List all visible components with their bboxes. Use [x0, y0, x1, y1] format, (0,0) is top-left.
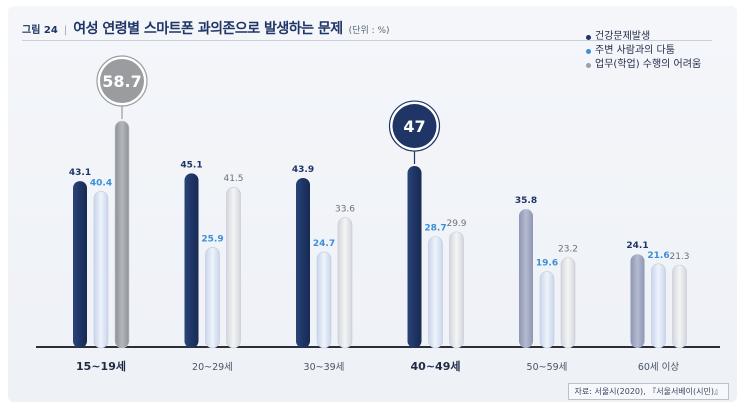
legend-item-series3: 업무(학업) 수행의 어려움 [586, 58, 701, 72]
category-label-0: 15~19세 [76, 359, 126, 373]
callout-label-0: 58.7 [102, 72, 141, 91]
data-label-3-3: 29.9 [446, 219, 466, 229]
bar-3-2 [337, 217, 353, 349]
bar-3-1 [226, 186, 241, 349]
data-label-3-2: 33.6 [335, 205, 355, 215]
data-label-2-4: 19.6 [536, 259, 558, 269]
bar-2-5 [651, 263, 666, 349]
callout-bubble-1 [392, 104, 437, 149]
data-label-3-4: 23.2 [558, 245, 578, 255]
data-label-2-2: 24.7 [313, 239, 335, 249]
data-label-1-4: 35.8 [515, 196, 537, 206]
data-label-1-0: 43.1 [69, 168, 91, 178]
data-label-2-0: 40.4 [90, 178, 112, 188]
data-label-2-3: 28.7 [424, 224, 446, 234]
bar-2-3 [428, 236, 443, 349]
bar-1-1 [184, 173, 199, 348]
bar-1-4 [519, 209, 533, 348]
bar-2-0 [93, 191, 109, 349]
data-label-2-1: 25.9 [201, 234, 223, 244]
category-label-4: 50~59세 [527, 362, 568, 373]
bar-3-3 [449, 231, 464, 349]
bar-2-1 [205, 246, 220, 349]
bar-3-4 [560, 257, 576, 349]
callout-label-1: 47 [403, 117, 425, 136]
bar-2-2 [316, 251, 332, 349]
data-label-1-2: 43.9 [292, 165, 314, 175]
bar-1-5 [630, 254, 645, 348]
category-label-3: 40~49세 [411, 359, 461, 373]
figure-label: 그림 24 [22, 25, 58, 36]
title-divider [22, 40, 712, 41]
data-label-1-1: 45.1 [180, 160, 202, 170]
callout-bubble-0 [100, 59, 144, 104]
legend-dot-series1 [586, 34, 591, 40]
source-note: 자료: 서울시(2020), 『서울서베이(시민)』 [567, 383, 729, 400]
chart-legend: 건강문제발생 주변 사람과의 다툼 업무(학업) 수행의 어려움 [586, 30, 701, 72]
bar-2-4 [539, 271, 555, 349]
category-label-2: 30~39세 [304, 362, 345, 373]
legend-label-series3: 업무(학업) 수행의 어려움 [595, 59, 702, 70]
data-label-1-5: 24.1 [626, 241, 648, 251]
bar-1-2 [296, 177, 310, 348]
legend-dot-series3 [586, 62, 591, 68]
bar-3-5 [672, 264, 687, 349]
chart-header: 그림 24 | 여성 연령별 스마트폰 과의존으로 발생하는 문제 (단위 : … [22, 18, 390, 38]
legend-dot-series2 [586, 48, 591, 54]
bar-1-3 [407, 166, 422, 348]
title-separator: | [63, 25, 68, 36]
data-label-3-5: 21.3 [669, 252, 689, 262]
unit-label: (단위 : %) [348, 26, 390, 36]
bar-3-0 [114, 120, 130, 349]
bar-1-0 [73, 181, 87, 348]
legend-item-series2: 주변 사람과의 다툼 [586, 44, 701, 58]
category-label-1: 20~29세 [192, 362, 233, 373]
chart-title: 여성 연령별 스마트폰 과의존으로 발생하는 문제 [73, 21, 343, 37]
data-label-3-1: 41.5 [223, 174, 243, 184]
category-label-5: 60세 이상 [638, 362, 680, 373]
data-label-2-5: 21.6 [647, 251, 669, 261]
legend-label-series1: 건강문제발생 [595, 31, 651, 42]
legend-label-series2: 주변 사람과의 다툼 [595, 45, 675, 56]
legend-item-series1: 건강문제발생 [586, 30, 701, 44]
